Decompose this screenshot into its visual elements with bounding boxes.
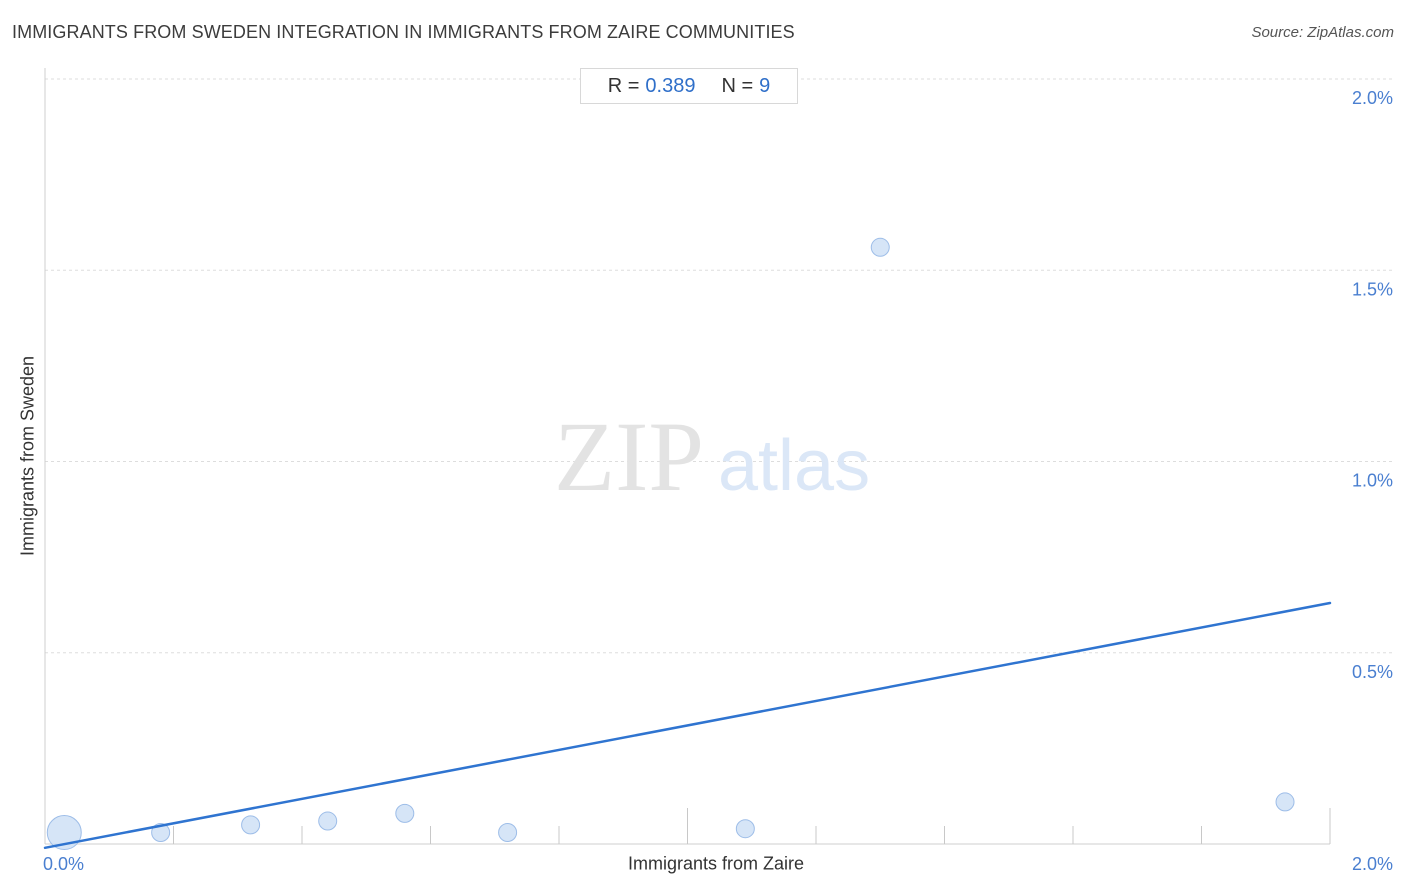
- trend-line: [43, 601, 1332, 850]
- r-value: 0.389: [645, 74, 696, 97]
- points-layer: [46, 237, 1295, 851]
- data-point-7: [870, 237, 890, 257]
- data-point-1: [151, 823, 171, 843]
- y-tick-label-0: 0.5%: [1352, 662, 1393, 682]
- axes-layer: [44, 68, 1331, 845]
- data-point-5: [498, 823, 518, 843]
- data-point-6: [735, 819, 755, 839]
- stats-box: R = 0.389 N = 9: [580, 68, 798, 104]
- watermark-atlas: atlas: [718, 426, 870, 506]
- x-tick-label-1: 2.0%: [1352, 854, 1393, 874]
- watermark-logo: ZIP atlas: [554, 401, 870, 512]
- data-point-3: [318, 811, 338, 831]
- r-label: R =: [607, 74, 640, 97]
- n-label: N =: [721, 74, 754, 97]
- x-axis-title: Immigrants from Zaire: [627, 853, 805, 874]
- y-tick-label-1: 1.0%: [1352, 471, 1393, 491]
- data-point-4: [395, 803, 415, 823]
- n-value: 9: [759, 74, 771, 97]
- labels-layer: 0.5% 1.0% 1.5% 2.0% 0.0% 2.0%: [43, 88, 1393, 874]
- watermark-zip: ZIP: [554, 401, 704, 512]
- chart-title: IMMIGRANTS FROM SWEDEN INTEGRATION IN IM…: [12, 22, 795, 42]
- y-axis-title: Immigrants from Sweden: [17, 355, 38, 557]
- data-point-2: [241, 815, 261, 835]
- data-point-8: [1275, 792, 1295, 812]
- x-tick-label-0: 0.0%: [43, 854, 84, 874]
- grid-layer: [45, 78, 1392, 654]
- y-tick-label-3: 2.0%: [1352, 88, 1393, 108]
- y-tick-label-2: 1.5%: [1352, 279, 1393, 299]
- data-point-0: [46, 815, 82, 851]
- trend-layer: [43, 601, 1332, 850]
- chart-source: Source: ZipAtlas.com: [1251, 24, 1394, 41]
